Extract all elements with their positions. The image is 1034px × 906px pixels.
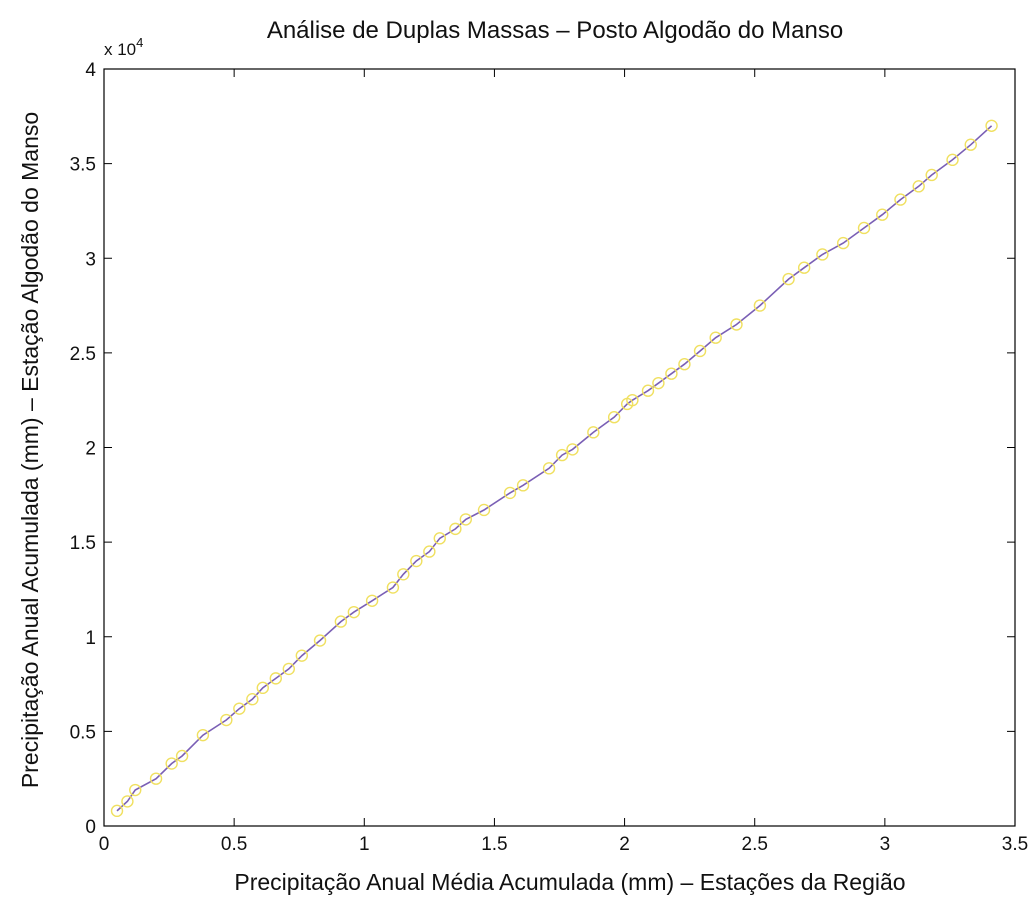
plot-area: 0 0.5 1 1.5 2 2.5 3 3.5 0 0.5 1 1.5 2 2.5 3 3.5 4 <box>70 60 1029 855</box>
y-tick-label: 1.5 <box>70 533 96 554</box>
y-tick-label: 2 <box>85 439 96 460</box>
series-group <box>110 119 998 818</box>
data-point <box>985 119 998 132</box>
y-exponent-base: x 10 <box>104 40 136 59</box>
x-tick-label: 2 <box>619 834 630 855</box>
data-point <box>149 772 163 785</box>
x-tick-label: 2.5 <box>742 834 768 855</box>
x-tick-label: 1.5 <box>481 834 507 855</box>
y-exponent-label: x 104 <box>104 35 143 59</box>
data-point <box>295 649 309 662</box>
data-point <box>365 594 379 607</box>
data-point <box>857 221 871 235</box>
data-point <box>709 331 722 344</box>
y-exponent-power: 4 <box>136 35 143 50</box>
data-point <box>641 384 655 397</box>
axis-ticks: 0 0.5 1 1.5 2 2.5 3 3.5 0 0.5 1 1.5 2 2.5 3 3.5 4 <box>70 60 1029 855</box>
data-point <box>175 749 189 763</box>
y-tick-label: 3.5 <box>70 155 96 176</box>
data-point <box>449 522 462 536</box>
x-tick-label: 1 <box>359 834 370 855</box>
data-point <box>423 545 436 558</box>
data-point <box>925 168 938 182</box>
data-point <box>837 236 850 250</box>
data-point <box>165 757 178 770</box>
data-point <box>964 138 977 151</box>
data-point <box>797 261 811 274</box>
data-point <box>397 568 410 581</box>
data-point <box>555 448 569 462</box>
data-point <box>876 208 889 221</box>
data-point <box>516 479 530 492</box>
x-tick-label: 0.5 <box>221 834 247 855</box>
data-point <box>334 615 348 628</box>
data-point <box>665 367 678 380</box>
chart-title: Análise de Duplas Massas – Posto Algodão… <box>267 17 843 44</box>
y-tick-label: 0 <box>85 817 96 838</box>
data-point <box>386 581 400 594</box>
data-point <box>433 532 446 545</box>
y-tick-label: 0.5 <box>70 722 96 743</box>
data-point <box>816 248 829 261</box>
data-point <box>946 153 959 167</box>
data-point <box>347 605 361 619</box>
y-tick-label: 4 <box>85 60 96 81</box>
x-axis-label: Precipitação Anual Média Acumulada (mm) … <box>234 869 905 895</box>
data-point <box>256 681 269 695</box>
data-point <box>233 702 246 715</box>
data-point <box>282 662 296 676</box>
data-point <box>730 318 743 331</box>
data-point <box>652 376 665 390</box>
data-point <box>410 554 423 568</box>
data-point <box>894 193 907 206</box>
data-point <box>566 443 579 456</box>
data-point <box>269 672 282 685</box>
data-point <box>678 358 691 371</box>
data-point <box>503 486 517 500</box>
data-point <box>912 180 925 193</box>
data-point <box>782 272 795 286</box>
data-point <box>313 634 327 647</box>
data-point <box>196 728 210 742</box>
data-point <box>220 713 233 727</box>
data-point <box>587 426 600 439</box>
data-point <box>753 299 767 312</box>
data-point <box>121 795 134 808</box>
y-tick-label: 2.5 <box>70 344 96 365</box>
y-tick-label: 3 <box>85 249 96 270</box>
data-point <box>110 804 124 818</box>
y-axis-label: Precipitação Anual Acumulada (mm) – Esta… <box>17 112 43 788</box>
data-point <box>626 393 639 407</box>
data-point <box>129 783 142 797</box>
x-tick-label: 3.5 <box>1002 834 1028 855</box>
x-tick-label: 3 <box>880 834 891 855</box>
y-tick-label: 1 <box>85 628 96 649</box>
x-tick-label: 0 <box>99 834 110 855</box>
series-line <box>116 125 993 812</box>
data-point <box>246 693 259 706</box>
data-point <box>459 513 472 526</box>
data-point <box>542 462 556 475</box>
data-point <box>693 344 707 358</box>
data-point <box>607 411 621 424</box>
data-point <box>477 503 491 517</box>
